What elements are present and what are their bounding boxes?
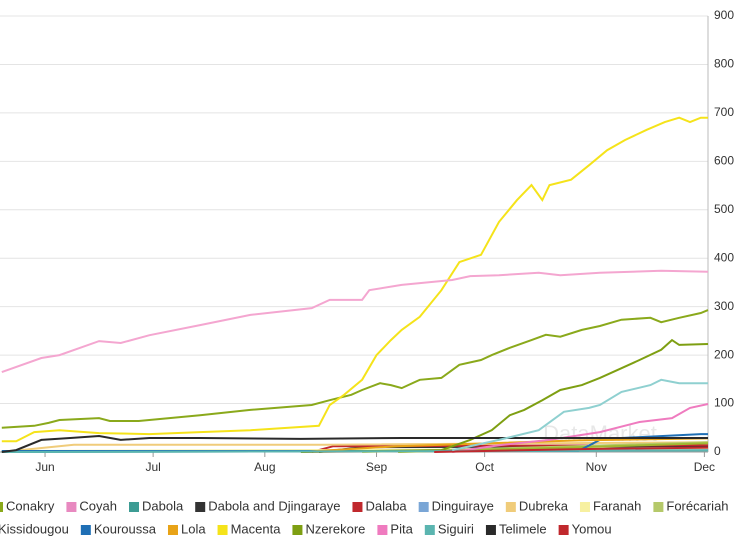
x-tick-label: Dec [694, 460, 715, 474]
x-tick-label: Oct [475, 460, 494, 474]
legend-marker [377, 525, 388, 535]
legend-label: Nzerekore [305, 521, 365, 536]
x-tick-label: Aug [254, 460, 275, 474]
legend-label: Kouroussa [94, 521, 157, 536]
legend-marker [0, 502, 3, 512]
legend-marker [653, 502, 664, 512]
legend-label: Yomou [572, 521, 612, 536]
legend-label: Lola [181, 521, 206, 536]
legend-marker [579, 502, 590, 512]
legend-label: Kissidougou [0, 521, 69, 536]
y-tick-label: 100 [714, 396, 734, 410]
series-line [451, 378, 708, 452]
series-line [1, 269, 709, 374]
series-line [300, 437, 709, 453]
legend-marker [195, 502, 206, 512]
legend-label: Dubreka [519, 498, 569, 513]
y-tick-label: 0 [714, 444, 721, 458]
legend-marker [505, 502, 516, 512]
y-tick-label: 500 [714, 202, 734, 216]
legend-label: Pita [390, 521, 413, 536]
legend-label: Coyah [79, 498, 117, 513]
x-tick-label: Nov [586, 460, 607, 474]
legend-marker [558, 525, 569, 535]
y-tick-label: 800 [714, 57, 734, 71]
x-tick-label: Jul [145, 460, 160, 474]
series-line [434, 446, 709, 453]
y-tick-label: 200 [714, 347, 734, 361]
y-tick-label: 400 [714, 250, 734, 264]
legend-label: Dabola [142, 498, 184, 513]
legend-label: Macenta [231, 521, 282, 536]
legend-label: Forécariah [666, 498, 728, 513]
x-tick-label: Jun [35, 460, 54, 474]
legend-label: Telimele [499, 521, 547, 536]
legend-label: Dabola and Djingaraye [208, 498, 340, 513]
legend-label: Faranah [593, 498, 641, 513]
y-tick-label: 700 [714, 105, 734, 119]
legend-label: Dinguiraye [432, 498, 494, 513]
legend-marker [292, 525, 303, 535]
y-tick-label: 300 [714, 299, 734, 313]
legend-marker [485, 525, 496, 535]
y-tick-label: 900 [714, 8, 734, 22]
legend-marker [424, 525, 435, 535]
legend-marker [167, 525, 178, 535]
legend-label: Dalaba [365, 498, 407, 513]
series-line [1, 309, 709, 429]
legend-label: Conakry [6, 498, 55, 513]
legend-marker [217, 525, 228, 535]
legend-marker [418, 502, 429, 512]
legend-marker [66, 502, 77, 512]
y-tick-label: 600 [714, 154, 734, 168]
series-line [300, 338, 709, 453]
series-line [1, 434, 708, 453]
x-tick-label: Sep [366, 460, 388, 474]
legend-marker [352, 502, 363, 512]
legend-marker [80, 525, 91, 535]
series-line [452, 403, 709, 453]
legend-label: Siguiri [438, 521, 474, 536]
series-line [1, 116, 708, 443]
legend-marker [129, 502, 139, 512]
